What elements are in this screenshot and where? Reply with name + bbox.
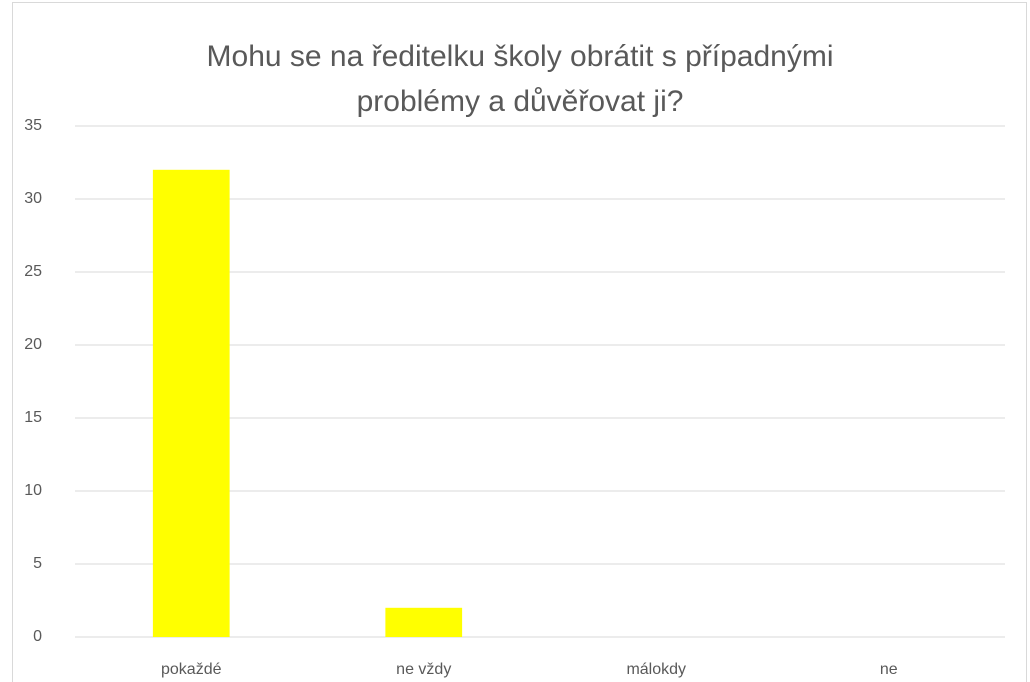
x-tick-label: pokaždé	[161, 661, 222, 678]
y-tick-label: 25	[24, 263, 42, 280]
x-tick-label: ne	[880, 661, 898, 678]
chart-title: Mohu se na ředitelku školy obrátit s pří…	[206, 40, 834, 118]
y-tick-label: 10	[24, 482, 42, 499]
y-tick-label: 15	[24, 409, 42, 426]
bar	[152, 169, 230, 638]
y-tick-label: 30	[24, 190, 42, 207]
y-tick-label: 5	[33, 555, 42, 572]
y-tick-label: 35	[24, 117, 42, 134]
x-tick-label: ne vždy	[396, 661, 451, 678]
x-tick-label: málokdy	[626, 661, 686, 678]
y-tick-label: 0	[33, 628, 42, 645]
y-tick-label: 20	[24, 336, 42, 353]
chart-border	[12, 2, 1027, 682]
bar	[385, 607, 463, 637]
